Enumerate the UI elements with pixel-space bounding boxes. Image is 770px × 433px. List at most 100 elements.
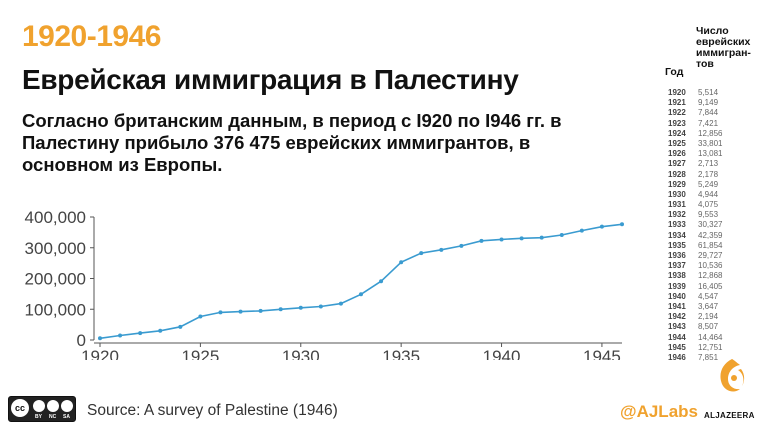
table-row: 1928 2,178: [660, 170, 770, 180]
table-year: 1930: [668, 189, 686, 199]
table-year: 1927: [668, 159, 686, 169]
table-value: 7,851: [698, 352, 719, 362]
cc-license-badge: cc BY NC SA: [8, 396, 76, 422]
table-row: 1920 5,514: [660, 88, 770, 98]
table-value: 3,647: [698, 301, 719, 311]
data-point: [178, 324, 183, 329]
table-row: 1925 33,801: [660, 139, 770, 149]
aljazeera-logo-icon: [720, 359, 745, 392]
table-rows: 1920 5,514 1921 9,149 1922 7,844 1923 7,421 1924…: [660, 88, 770, 363]
table-year: 1943: [668, 322, 686, 332]
x-tick-label: 1925: [181, 347, 219, 360]
table-year: 1946: [668, 352, 686, 362]
table-value: 2,194: [698, 312, 719, 322]
series-line: [99, 223, 623, 340]
data-point: [379, 279, 384, 284]
table-value: 12,868: [698, 271, 723, 281]
table-value: 13,081: [698, 149, 723, 159]
chart-subtitle: Согласно британским данным, в период с I…: [22, 110, 562, 175]
data-point: [359, 292, 363, 297]
table-row: 1932 9,553: [660, 210, 770, 220]
table-row: 1938 12,868: [660, 271, 770, 281]
ajlabs-handle: @AJLabs: [620, 402, 698, 421]
table-row: 1941 3,647: [660, 302, 770, 312]
table-year: 1936: [668, 251, 686, 260]
table-year: 1937: [668, 261, 686, 271]
table-value: 61,854: [698, 240, 723, 250]
table-year: 1931: [668, 200, 686, 210]
table-year: 1924: [668, 128, 686, 138]
source-note: Source: A survey of Palestine (1946): [87, 402, 338, 419]
data-point: [238, 309, 243, 314]
table-value: 10,536: [698, 261, 723, 271]
data-point: [118, 333, 123, 338]
table-value: 4,547: [698, 291, 719, 301]
table-row: 1934 42,359: [660, 231, 770, 241]
data-point: [278, 307, 283, 312]
table-year: 1945: [668, 342, 686, 352]
table-year: 1922: [668, 108, 686, 118]
y-tick-label: 400,000: [25, 208, 86, 227]
table-row: 1943 8,507: [660, 322, 770, 332]
x-tick-label: 1935: [382, 347, 420, 360]
data-point: [419, 251, 424, 256]
series-immigrants: [98, 222, 624, 341]
y-axis: 0 100,000 200,000 300,000 400,000: [25, 208, 95, 350]
x-tick-label: 1940: [483, 347, 521, 360]
table-year-header: Год: [665, 66, 684, 78]
table-year: 1929: [668, 179, 686, 189]
sa-icon: [61, 400, 73, 412]
table-year: 1944: [668, 332, 686, 342]
table-value: 2,713: [698, 159, 719, 169]
x-tick-label: 1930: [282, 347, 320, 360]
table-value: 7,844: [698, 108, 719, 118]
y-tick-label: 100,000: [25, 300, 86, 319]
table-year: 1934: [668, 230, 686, 240]
data-point: [519, 236, 524, 241]
table-value: 33,801: [698, 138, 723, 148]
table-year: 1921: [668, 98, 686, 108]
table-year: 1933: [668, 220, 686, 230]
table-year: 1928: [668, 169, 686, 179]
by-icon: [33, 400, 45, 412]
cc-icon: cc: [11, 399, 29, 417]
x-tick-label: 1920: [81, 347, 119, 360]
table-value: 42,359: [698, 230, 723, 240]
table-value: 4,075: [698, 200, 719, 210]
data-point: [479, 238, 484, 243]
table-value: 14,464: [698, 332, 723, 342]
table-row: 1924 12,856: [660, 129, 770, 139]
table-value: 29,727: [698, 251, 723, 260]
table-value: 12,856: [698, 128, 723, 138]
table-row: 1927 2,713: [660, 159, 770, 169]
table-row: 1930 4,944: [660, 190, 770, 200]
table-row: 1929 5,249: [660, 180, 770, 190]
data-point: [539, 235, 544, 240]
table-year: 1939: [668, 281, 686, 291]
table-value: 9,149: [698, 98, 719, 108]
cc-label-sa: SA: [63, 414, 70, 420]
table-row: 1921 9,149: [660, 98, 770, 108]
data-point: [459, 243, 464, 248]
table-value: 16,405: [698, 281, 723, 291]
table-year: 1942: [668, 312, 686, 322]
y-tick-label: 0: [77, 331, 86, 350]
table-year: 1932: [668, 210, 686, 220]
data-point: [298, 305, 303, 310]
table-row: 1936 29,727: [660, 251, 770, 261]
table-year: 1926: [668, 149, 686, 159]
table-value: 4,944: [698, 189, 719, 199]
table-row: 1946 7,851: [660, 353, 770, 363]
table-year: 1940: [668, 291, 686, 301]
table-row: 1945 12,751: [660, 343, 770, 353]
table-row: 1933 30,327: [660, 220, 770, 230]
data-point: [258, 308, 263, 313]
data-point: [499, 237, 504, 242]
table-year: 1935: [668, 240, 686, 250]
period-label: 1920-1946: [22, 20, 161, 53]
table-value: 12,751: [698, 342, 723, 352]
data-point: [198, 314, 203, 319]
data-point: [318, 304, 323, 309]
table-row: 1931 4,075: [660, 200, 770, 210]
